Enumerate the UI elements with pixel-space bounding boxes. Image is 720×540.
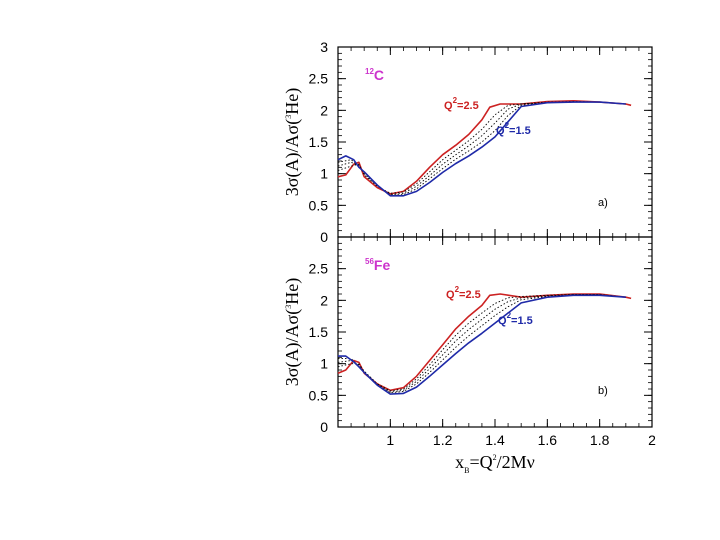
annotation-sup: 2 — [455, 285, 460, 294]
y-tick-label: 1 — [320, 166, 328, 182]
series-line — [337, 294, 626, 392]
annotation-prefix: Q — [444, 100, 453, 112]
y-tick-label: 0.5 — [309, 197, 329, 213]
y-axis-title-sup: 3 — [284, 305, 293, 309]
y-tick-label: 1.5 — [309, 134, 329, 150]
y-tick-label: 1.5 — [309, 324, 329, 340]
y-axis-title: 3σ(A)/Aσ(3He) — [282, 278, 303, 386]
y-tick-label: 1 — [320, 356, 328, 372]
nucleus-mass-number: 12 — [365, 67, 374, 76]
y-tick-label: 2 — [320, 292, 328, 308]
nucleus-label: 56Fe — [365, 257, 390, 273]
series-line — [337, 101, 626, 196]
annotation-suffix: =2.5 — [459, 289, 481, 301]
nucleus-label: 12C — [365, 67, 384, 83]
x-tick-label: 1.4 — [485, 432, 505, 448]
annotation-prefix: Q — [496, 125, 505, 137]
x-tick-label: 1.2 — [433, 432, 453, 448]
annotation-sup: 2 — [507, 311, 512, 320]
panel-label: b) — [598, 385, 608, 397]
y-axis-title-suffix: He) — [282, 278, 303, 305]
annotation-q2-low: Q2=1.5 — [498, 311, 533, 327]
y-tick-label: 0.5 — [309, 387, 329, 403]
y-axis-title-prefix: 3σ(A)/Aσ( — [282, 309, 303, 386]
y-tick-label: 0 — [320, 229, 328, 245]
nucleus-symbol: Fe — [374, 257, 391, 273]
series-line — [337, 101, 626, 196]
annotation-sup: 2 — [505, 121, 510, 130]
y-axis-title: 3σ(A)/Aσ(3He) — [282, 88, 303, 196]
panel-label: a) — [598, 197, 608, 209]
x-tick-label: 1.6 — [538, 432, 558, 448]
annotation-q2-high: Q2=2.5 — [444, 96, 479, 112]
y-axis-title-suffix: He) — [282, 88, 303, 115]
series-line — [337, 294, 626, 393]
annotation-q2-low: Q2=1.5 — [496, 121, 531, 137]
y-tick-label: 0 — [320, 419, 328, 435]
x-axis-title-sub: B — [464, 466, 469, 475]
annotation-prefix: Q — [498, 315, 507, 327]
annotation-suffix: =1.5 — [509, 125, 531, 137]
y-tick-label: 2 — [320, 102, 328, 118]
y-tick-label: 2.5 — [309, 71, 329, 87]
x-axis-title-prefix: x — [455, 452, 464, 472]
series-line — [338, 294, 626, 395]
annotation-sup: 2 — [453, 96, 458, 105]
x-tick-label: 2 — [648, 432, 656, 448]
x-tick-label: 1 — [386, 432, 394, 448]
series-line — [337, 293, 632, 392]
annotation-suffix: =2.5 — [457, 100, 479, 112]
x-axis-title-sup: 2 — [493, 453, 497, 462]
panel-b: 0 0.5 1 1.5 2 2.5 1 1.2 1.4 1.6 1.8 2 3σ(A)/Aσ(3He) 5… — [282, 236, 656, 475]
annotation-q2-high: Q2=2.5 — [446, 285, 481, 301]
series-line — [337, 100, 632, 195]
x-axis-title-middle: =Q — [470, 452, 493, 472]
x-tick-label: 1.8 — [590, 432, 610, 448]
x-axis-title: xB=Q2/2Mν — [455, 452, 535, 475]
nucleus-mass-number: 56 — [365, 257, 374, 266]
series-line — [337, 101, 626, 197]
panel-a: 00.511.522.533σ(A)/Aσ(3He)12CQ2=2.5Q2=1.… — [282, 39, 653, 245]
y-tick-label: 2.5 — [309, 261, 329, 277]
nucleus-symbol: C — [374, 67, 384, 83]
x-axis-title-suffix: /2Mν — [497, 452, 535, 472]
series-line — [338, 294, 626, 394]
y-axis-title-sup: 3 — [284, 115, 293, 119]
y-axis-title-prefix: 3σ(A)/Aσ( — [282, 119, 303, 196]
annotation-prefix: Q — [446, 289, 455, 301]
y-tick-label: 3 — [320, 39, 328, 55]
annotation-suffix: =1.5 — [511, 315, 533, 327]
